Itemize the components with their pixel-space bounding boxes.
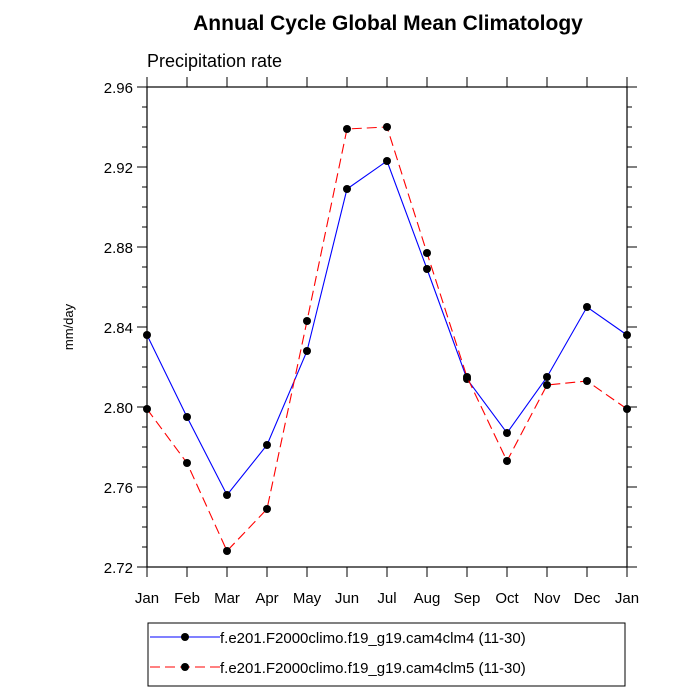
data-point-series-1: [183, 459, 191, 467]
y-tick-label: 2.92: [104, 160, 133, 177]
legend: f.e201.F2000climo.f19_g19.cam4clm4 (11-3…: [147, 622, 626, 687]
y-tick-label: 2.96: [104, 80, 133, 97]
data-point-series-1: [543, 381, 551, 389]
data-point-series-0: [423, 265, 431, 273]
data-point-series-0: [343, 185, 351, 193]
legend-marker-clm5: [181, 663, 189, 671]
data-point-series-1: [303, 317, 311, 325]
x-tick-label: Jan: [615, 590, 639, 607]
chart-title: Annual Cycle Global Mean Climatology: [193, 12, 583, 35]
x-tick-label: Oct: [495, 590, 519, 607]
data-point-series-1: [463, 373, 471, 381]
legend-box: [147, 622, 626, 687]
data-point-series-0: [183, 413, 191, 421]
y-tick-label: 2.88: [104, 240, 133, 257]
y-tick-labels: 2.72 2.76 2.80 2.84 2.88 2.92 2.96: [104, 80, 133, 577]
legend-label-clm5: f.e201.F2000climo.f19_g19.cam4clm5 (11-3…: [220, 660, 526, 677]
data-point-series-0: [543, 373, 551, 381]
x-tick-label: Aug: [414, 590, 441, 607]
x-tick-label: Jan: [135, 590, 159, 607]
chart-subtitle: Precipitation rate: [147, 51, 282, 71]
data-point-series-1: [383, 123, 391, 131]
x-tick-label: Jun: [335, 590, 359, 607]
data-point-series-1: [343, 125, 351, 133]
data-point-series-0: [583, 303, 591, 311]
data-point-series-0: [303, 347, 311, 355]
data-point-series-1: [223, 547, 231, 555]
y-tick-label: 2.72: [104, 560, 133, 577]
x-tick-label: Sep: [454, 590, 481, 607]
x-tick-label: Feb: [174, 590, 200, 607]
data-point-series-0: [223, 491, 231, 499]
x-tick-label: Jul: [377, 590, 396, 607]
y-axis-label: mm/day: [61, 303, 76, 350]
x-tick-label: Nov: [534, 590, 561, 607]
x-tick-label: May: [293, 590, 322, 607]
data-point-series-1: [423, 249, 431, 257]
data-point-series-1: [583, 377, 591, 385]
x-tick-label: Dec: [574, 590, 601, 607]
y-tick-label: 2.84: [104, 320, 133, 337]
legend-marker-clm4: [181, 633, 189, 641]
series-line-1: [146, 126, 628, 552]
x-tick-label: Mar: [214, 590, 240, 607]
y-tick-label: 2.80: [104, 400, 133, 417]
data-point-series-0: [503, 429, 511, 437]
data-point-series-1: [263, 505, 271, 513]
y-tick-label: 2.76: [104, 480, 133, 497]
axis-ticks: [137, 77, 637, 577]
data-point-series-0: [383, 157, 391, 165]
data-point-series-0: [263, 441, 271, 449]
x-tick-labels: Jan Feb Mar Apr May Jun Jul Aug Sep Oct Nov Dec Jan: [135, 590, 639, 607]
plot-frame: [146, 86, 628, 568]
series-group: [143, 123, 631, 555]
data-point-series-1: [503, 457, 511, 465]
x-tick-label: Apr: [255, 590, 278, 607]
legend-label-clm4: f.e201.F2000climo.f19_g19.cam4clm4 (11-3…: [220, 630, 526, 647]
series-line-0: [146, 160, 628, 497]
